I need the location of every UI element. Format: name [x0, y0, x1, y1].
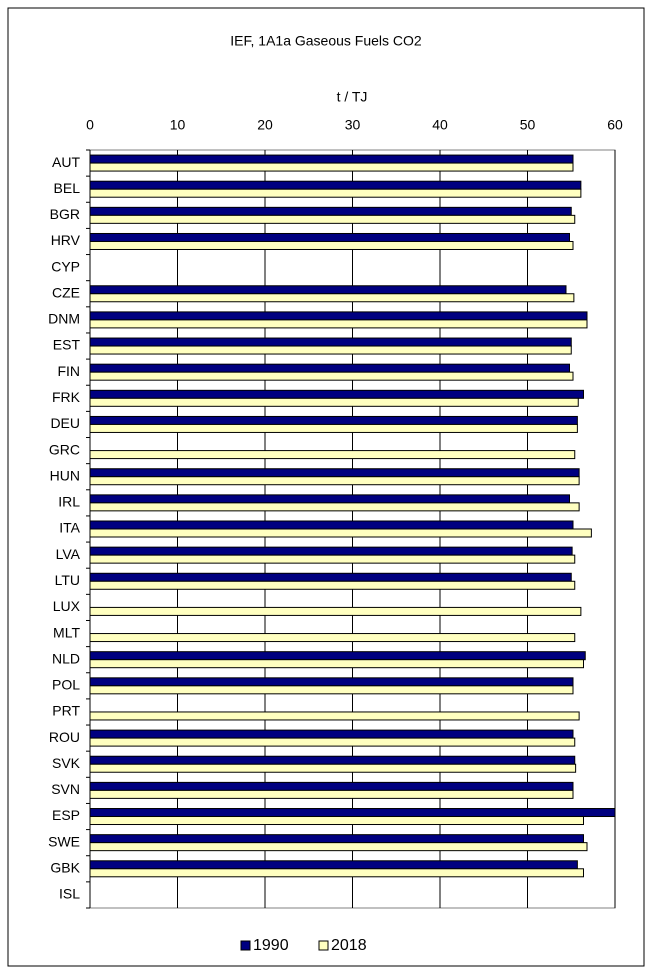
bar [89, 468, 580, 478]
bar [89, 363, 570, 373]
y-tick-label: LUX [53, 598, 81, 614]
bar [89, 606, 582, 616]
y-tick-label: MLT [53, 624, 80, 640]
y-tick-label: PRT [52, 703, 80, 719]
bar [89, 397, 579, 407]
bar [89, 188, 582, 198]
chart-title: IEF, 1A1a Gaseous Fuels CO2 [230, 33, 422, 49]
bar [89, 371, 574, 381]
bar [89, 633, 576, 643]
bar [89, 214, 576, 224]
bar [89, 528, 592, 538]
bar [89, 232, 570, 242]
y-tick-label: EST [53, 337, 81, 353]
bar [89, 240, 574, 250]
legend-swatch [318, 940, 329, 951]
bar [89, 781, 574, 791]
bar [89, 206, 572, 216]
bar [89, 293, 575, 303]
x-tick-label: 10 [170, 117, 186, 133]
bar [89, 502, 580, 512]
bar [89, 345, 572, 355]
bar [89, 659, 584, 669]
x-tick-label: 0 [86, 117, 94, 133]
x-tick-label: 60 [607, 117, 623, 133]
y-tick-label: ISL [59, 886, 80, 902]
y-tick-label: NLD [52, 650, 80, 666]
y-tick-label: BGR [50, 206, 80, 222]
bar [89, 808, 616, 818]
bar [89, 476, 580, 486]
bar [89, 755, 576, 765]
bar [89, 285, 567, 295]
bar [89, 685, 574, 695]
y-tick-label: FRK [52, 389, 81, 405]
y-tick-label: GBK [50, 859, 80, 875]
axis-label: t / TJ [337, 89, 368, 105]
bar [89, 337, 572, 347]
y-tick-label: SWE [48, 833, 80, 849]
y-tick-label: HUN [50, 467, 80, 483]
bar [89, 860, 578, 870]
bar [89, 834, 584, 844]
bar [89, 868, 584, 878]
bar [89, 415, 578, 425]
y-tick-label: HRV [51, 232, 81, 248]
bar [89, 816, 584, 826]
y-tick-label: AUT [52, 154, 80, 170]
bar [89, 763, 577, 773]
bar [89, 711, 580, 721]
bar [89, 450, 576, 460]
y-tick-label: DNM [48, 311, 80, 327]
bar [89, 423, 578, 433]
y-tick-label: IRL [58, 494, 80, 510]
y-tick-label: FIN [57, 363, 80, 379]
bar [89, 154, 574, 164]
y-tick-label: ESP [52, 807, 80, 823]
y-tick-label: GRC [49, 441, 80, 457]
bar [89, 677, 574, 687]
y-tick-label: CZE [52, 284, 80, 300]
y-tick-label: SVK [52, 755, 81, 771]
y-tick-label: SVN [51, 781, 80, 797]
y-tick-label: DEU [50, 415, 80, 431]
bar [89, 546, 573, 556]
bar [89, 572, 572, 582]
bar [89, 789, 574, 799]
y-tick-label: ITA [59, 520, 80, 536]
bar [89, 180, 582, 190]
bar [89, 319, 588, 329]
legend-swatch [240, 940, 251, 951]
legend-label: 2018 [331, 937, 367, 954]
bar [89, 580, 576, 590]
bar [89, 842, 588, 852]
y-tick-label: LVA [56, 546, 81, 562]
x-tick-label: 30 [345, 117, 361, 133]
x-tick-label: 50 [520, 117, 536, 133]
legend-label: 1990 [253, 937, 289, 954]
bar [89, 651, 586, 661]
x-tick-label: 40 [432, 117, 448, 133]
bar [89, 311, 588, 321]
bar [89, 162, 574, 172]
bar [89, 729, 574, 739]
y-tick-label: POL [52, 677, 80, 693]
y-tick-label: BEL [54, 180, 81, 196]
bar [89, 520, 574, 530]
y-tick-label: LTU [55, 572, 80, 588]
bar [89, 737, 576, 747]
bar [89, 494, 570, 504]
bar [89, 554, 576, 564]
y-tick-label: CYP [51, 258, 80, 274]
x-tick-label: 20 [257, 117, 273, 133]
y-tick-label: ROU [49, 729, 80, 745]
bar [89, 389, 584, 399]
